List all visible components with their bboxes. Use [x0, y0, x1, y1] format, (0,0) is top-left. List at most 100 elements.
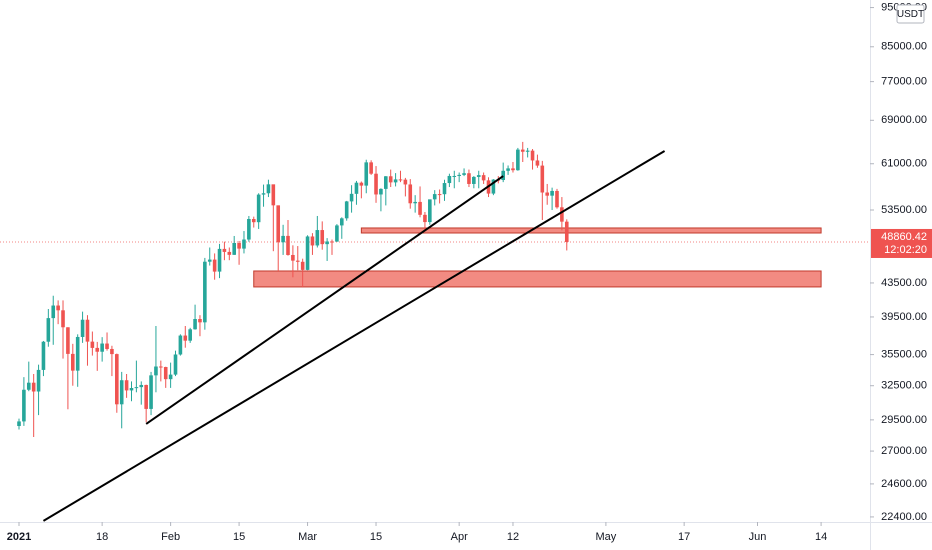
candle-body — [525, 150, 530, 152]
candle-body — [295, 260, 300, 262]
candle-body — [359, 182, 364, 186]
candle-body — [398, 179, 403, 181]
candle-body — [472, 176, 476, 184]
candle-body — [564, 221, 569, 242]
candle-body — [403, 179, 408, 185]
y-tick-label: 43500.00 — [881, 277, 927, 289]
candle-body — [457, 174, 461, 176]
y-tick-label: 53500.00 — [881, 204, 927, 216]
candle-body — [139, 384, 144, 388]
candle-body — [432, 194, 437, 200]
candle-body — [291, 254, 295, 261]
candle-body — [384, 176, 388, 189]
candle-body — [481, 175, 486, 181]
candle-body — [17, 421, 21, 427]
candle-body — [506, 168, 510, 171]
y-tick-label: 61000.00 — [881, 158, 927, 170]
candle-body — [26, 382, 31, 390]
x-tick-label: 15 — [370, 531, 382, 543]
candle-body — [232, 242, 236, 255]
candle-body — [339, 218, 344, 226]
candle-body — [188, 329, 192, 341]
candle-body — [364, 162, 369, 186]
candle-body — [550, 190, 554, 196]
candle-body — [80, 319, 85, 337]
trend-line — [145, 175, 504, 425]
plot-area — [0, 141, 870, 522]
candle-body — [555, 190, 559, 208]
candle-body — [75, 336, 80, 371]
candle-body — [149, 375, 153, 409]
x-tick-label: 14 — [815, 531, 827, 543]
candle-body — [452, 175, 457, 177]
zone — [253, 270, 822, 288]
candle-body — [476, 175, 481, 177]
candle-body — [374, 173, 378, 195]
candle-body — [183, 335, 188, 341]
candle-body — [560, 207, 564, 222]
candle-body — [300, 261, 305, 270]
candle-body — [124, 380, 129, 391]
candle-body — [379, 188, 383, 195]
candle-body — [105, 343, 109, 349]
last-price-box — [871, 228, 932, 258]
candle-body — [90, 341, 95, 348]
candle-body — [212, 259, 217, 272]
candle-body — [281, 235, 285, 243]
candle-body — [261, 193, 266, 195]
candle-body — [115, 354, 119, 405]
candle-body — [207, 259, 212, 262]
candle-body — [501, 170, 505, 181]
candle-body — [222, 248, 227, 252]
candle-body — [22, 389, 26, 422]
candle-body — [535, 160, 540, 166]
candle-body — [315, 230, 320, 246]
candle-body — [70, 353, 75, 371]
candle-body — [85, 319, 90, 342]
candle-body — [276, 205, 281, 243]
y-tick-label: 85000.00 — [881, 41, 927, 53]
y-tick-label: 35500.00 — [881, 348, 927, 360]
candle-body — [369, 162, 373, 174]
candle-body — [46, 318, 51, 342]
candle-body — [491, 179, 496, 194]
x-tick-label: Mar — [298, 531, 317, 543]
countdown: 12:02:20 — [884, 244, 927, 256]
candle-body — [227, 251, 232, 255]
candle-body — [159, 366, 163, 368]
candle-body — [134, 387, 139, 389]
x-tick-label: May — [596, 531, 617, 543]
candle-body — [344, 201, 349, 219]
candle-body — [61, 310, 65, 328]
candle-body — [110, 348, 114, 355]
candle-body — [178, 335, 183, 355]
candle-body — [530, 150, 535, 161]
y-tick-label: 32500.00 — [881, 380, 927, 392]
candle-body — [325, 241, 329, 245]
trend-line — [42, 150, 666, 522]
candle-body — [271, 184, 276, 206]
y-tick-label: 77000.00 — [881, 76, 927, 88]
candle-body — [237, 242, 241, 249]
candle-body — [462, 173, 466, 175]
candle-body — [545, 192, 550, 196]
candle-body — [247, 219, 251, 240]
x-tick-label: 18 — [96, 531, 108, 543]
candle-body — [408, 184, 413, 204]
candle-body — [129, 388, 134, 391]
candle-body — [428, 199, 432, 223]
candle-body — [51, 305, 56, 319]
candle-body — [100, 343, 104, 352]
candle-body — [520, 149, 525, 152]
candle-body — [242, 239, 246, 249]
candle-body — [36, 369, 41, 392]
candle-body — [335, 225, 339, 242]
x-tick-label: 2021 — [7, 531, 31, 543]
candle-body — [423, 214, 427, 223]
x-tick-label: 17 — [678, 531, 690, 543]
candle-body — [330, 241, 334, 243]
zone — [360, 227, 822, 234]
x-tick-label: Apr — [451, 531, 468, 543]
currency-box — [896, 4, 925, 24]
